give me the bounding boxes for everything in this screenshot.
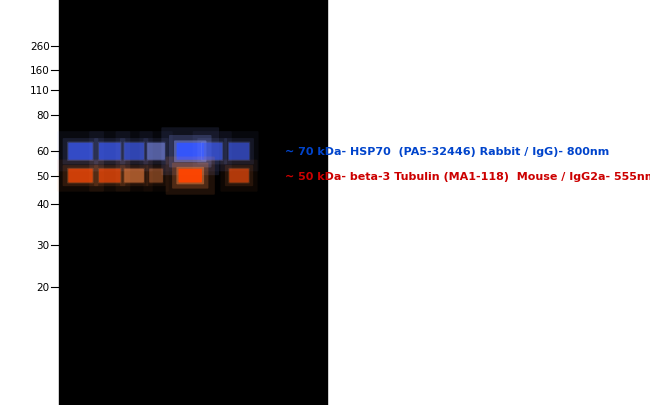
FancyBboxPatch shape (228, 168, 250, 184)
FancyBboxPatch shape (99, 143, 120, 160)
FancyBboxPatch shape (62, 166, 98, 187)
FancyBboxPatch shape (198, 139, 227, 165)
FancyBboxPatch shape (67, 142, 94, 162)
FancyBboxPatch shape (68, 143, 93, 160)
FancyBboxPatch shape (169, 136, 211, 168)
FancyBboxPatch shape (202, 143, 222, 160)
Text: 30: 30 (36, 240, 50, 250)
FancyBboxPatch shape (146, 142, 166, 162)
FancyBboxPatch shape (124, 168, 145, 184)
FancyBboxPatch shape (150, 169, 163, 183)
FancyBboxPatch shape (57, 160, 104, 192)
FancyBboxPatch shape (98, 168, 122, 184)
Text: 15: 15 (183, 342, 197, 352)
Text: U-87 MG: U-87 MG (92, 382, 147, 395)
Text: 5: 5 (131, 342, 138, 352)
Text: HeLa: HeLa (203, 341, 231, 367)
FancyBboxPatch shape (124, 142, 145, 162)
Text: 30: 30 (73, 342, 88, 352)
FancyBboxPatch shape (220, 160, 257, 192)
FancyBboxPatch shape (148, 143, 165, 160)
Text: ~ 50 kDa- beta-3 Tubulin (MA1-118)  Mouse / IgG2a- 555nm: ~ 50 kDa- beta-3 Tubulin (MA1-118) Mouse… (285, 171, 650, 181)
Text: 2.5: 2.5 (147, 342, 165, 352)
FancyBboxPatch shape (192, 132, 231, 172)
FancyBboxPatch shape (124, 169, 144, 183)
Text: (ug/Lane): (ug/Lane) (261, 342, 315, 352)
Text: 30: 30 (232, 342, 246, 352)
FancyBboxPatch shape (166, 157, 215, 195)
FancyBboxPatch shape (229, 169, 249, 183)
Bar (58, 0, 327, 405)
Text: SH-SY5Y: SH-SY5Y (181, 328, 224, 367)
FancyBboxPatch shape (124, 143, 144, 160)
Text: 160: 160 (30, 66, 50, 76)
FancyBboxPatch shape (94, 139, 125, 165)
Text: 110: 110 (30, 86, 50, 96)
FancyBboxPatch shape (144, 139, 169, 165)
FancyBboxPatch shape (99, 169, 120, 183)
Text: ~ 70 kDa- HSP70  (PA5-32446) Rabbit / IgG)- 800nm: ~ 70 kDa- HSP70 (PA5-32446) Rabbit / IgG… (285, 147, 610, 157)
Text: 260: 260 (30, 42, 50, 51)
Text: 40: 40 (36, 200, 50, 209)
Text: Hep G2: Hep G2 (224, 332, 263, 367)
Text: 50: 50 (36, 171, 50, 181)
FancyBboxPatch shape (177, 143, 204, 160)
FancyBboxPatch shape (172, 163, 209, 189)
FancyBboxPatch shape (116, 132, 153, 172)
FancyBboxPatch shape (120, 166, 148, 187)
FancyBboxPatch shape (57, 132, 104, 172)
FancyBboxPatch shape (146, 166, 166, 187)
FancyBboxPatch shape (94, 166, 125, 187)
FancyBboxPatch shape (116, 160, 153, 192)
FancyBboxPatch shape (220, 132, 259, 172)
FancyBboxPatch shape (229, 143, 249, 160)
Text: 30: 30 (205, 342, 219, 352)
FancyBboxPatch shape (225, 166, 253, 187)
FancyBboxPatch shape (179, 169, 202, 183)
FancyBboxPatch shape (174, 141, 207, 163)
FancyBboxPatch shape (62, 139, 98, 165)
FancyBboxPatch shape (149, 168, 164, 184)
FancyBboxPatch shape (68, 169, 93, 183)
FancyBboxPatch shape (176, 168, 204, 185)
Text: 80: 80 (36, 111, 50, 120)
Text: 15: 15 (103, 342, 117, 352)
FancyBboxPatch shape (67, 168, 94, 184)
FancyBboxPatch shape (224, 139, 254, 165)
Text: 60: 60 (36, 147, 50, 157)
FancyBboxPatch shape (89, 160, 130, 192)
FancyBboxPatch shape (161, 128, 219, 176)
FancyBboxPatch shape (89, 132, 130, 172)
FancyBboxPatch shape (228, 142, 250, 162)
FancyBboxPatch shape (120, 139, 148, 165)
FancyBboxPatch shape (98, 142, 122, 162)
FancyBboxPatch shape (201, 142, 224, 162)
Text: 20: 20 (36, 283, 50, 292)
